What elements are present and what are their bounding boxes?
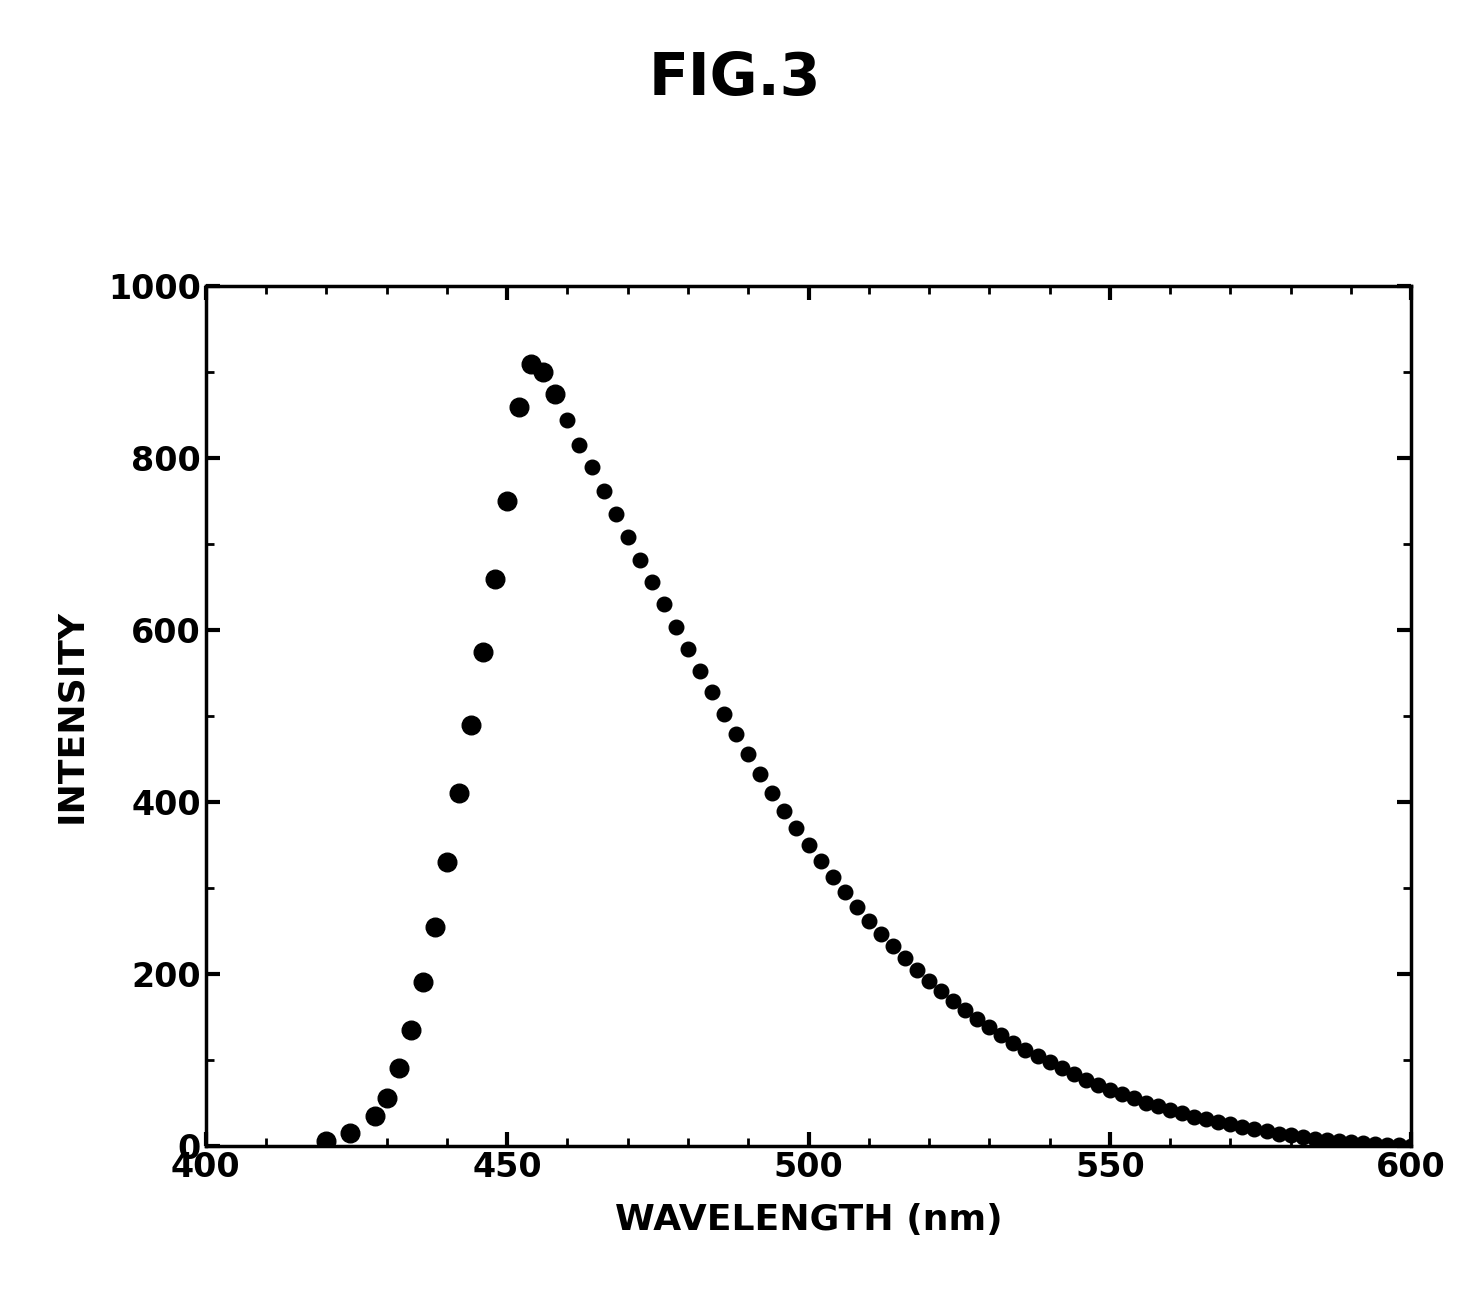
Point <box>435 852 459 872</box>
Point <box>954 1000 978 1021</box>
Point <box>1086 1074 1110 1095</box>
Point <box>1302 1129 1326 1150</box>
Point <box>1158 1099 1182 1120</box>
Point <box>1195 1109 1219 1130</box>
Point <box>820 866 844 887</box>
Point <box>809 852 832 872</box>
Point <box>1170 1103 1194 1124</box>
Point <box>616 527 639 548</box>
Point <box>1255 1121 1279 1142</box>
Point <box>906 960 929 980</box>
Point <box>664 616 688 637</box>
Point <box>567 435 591 456</box>
Point <box>1316 1129 1339 1150</box>
Point <box>459 715 482 736</box>
Point <box>375 1088 398 1109</box>
Point <box>1279 1125 1302 1146</box>
Point <box>857 910 881 931</box>
Point <box>532 362 556 383</box>
Point <box>1061 1064 1085 1085</box>
Point <box>592 480 616 501</box>
Point <box>700 682 723 703</box>
Point <box>1267 1124 1291 1144</box>
Point <box>484 568 507 589</box>
X-axis label: WAVELENGTH (nm): WAVELENGTH (nm) <box>614 1203 1003 1237</box>
Point <box>556 409 579 430</box>
Point <box>1110 1083 1133 1104</box>
Point <box>881 936 904 957</box>
Point <box>773 801 797 822</box>
Point <box>676 639 700 660</box>
Point <box>688 660 711 681</box>
Y-axis label: INTENSITY: INTENSITY <box>54 609 88 823</box>
Point <box>941 990 964 1010</box>
Point <box>1147 1096 1170 1117</box>
Point <box>797 835 820 855</box>
Point <box>736 743 760 764</box>
Point <box>1122 1088 1145 1109</box>
Point <box>845 897 869 918</box>
Point <box>472 641 495 661</box>
Point <box>653 594 676 615</box>
Point <box>1182 1107 1205 1128</box>
Point <box>387 1059 410 1079</box>
Point <box>1376 1134 1399 1155</box>
Point <box>423 917 447 937</box>
Point <box>1135 1092 1158 1113</box>
Point <box>363 1105 387 1126</box>
Point <box>1001 1032 1025 1053</box>
Point <box>989 1025 1013 1046</box>
Point <box>978 1017 1001 1038</box>
Point <box>1388 1134 1411 1155</box>
Point <box>1230 1116 1254 1137</box>
Point <box>1291 1126 1314 1147</box>
Point <box>1242 1118 1266 1139</box>
Point <box>579 457 603 478</box>
Point <box>760 783 784 803</box>
Text: FIG.3: FIG.3 <box>648 49 822 107</box>
Point <box>725 724 748 745</box>
Point <box>894 948 917 969</box>
Point <box>966 1008 989 1029</box>
Point <box>338 1122 362 1143</box>
Point <box>917 970 941 991</box>
Point <box>1026 1046 1050 1066</box>
Point <box>833 881 857 902</box>
Point <box>929 980 953 1001</box>
Point <box>869 923 892 944</box>
Point <box>1339 1131 1363 1152</box>
Point <box>507 396 531 417</box>
Point <box>639 572 663 592</box>
Point <box>1399 1135 1423 1156</box>
Point <box>315 1131 338 1152</box>
Point <box>748 763 772 784</box>
Point <box>544 383 567 404</box>
Point <box>1351 1133 1374 1154</box>
Point <box>412 973 435 993</box>
Point <box>604 504 628 525</box>
Point <box>628 549 651 570</box>
Point <box>1098 1079 1122 1100</box>
Point <box>1207 1112 1230 1133</box>
Point <box>495 491 519 512</box>
Point <box>398 1019 422 1040</box>
Point <box>519 353 542 374</box>
Point <box>1038 1052 1061 1073</box>
Point <box>785 818 808 838</box>
Point <box>1327 1131 1351 1152</box>
Point <box>713 703 736 724</box>
Point <box>1363 1134 1386 1155</box>
Point <box>447 783 470 803</box>
Point <box>1075 1069 1098 1090</box>
Point <box>1014 1039 1038 1060</box>
Point <box>1050 1059 1073 1079</box>
Point <box>1219 1115 1242 1135</box>
